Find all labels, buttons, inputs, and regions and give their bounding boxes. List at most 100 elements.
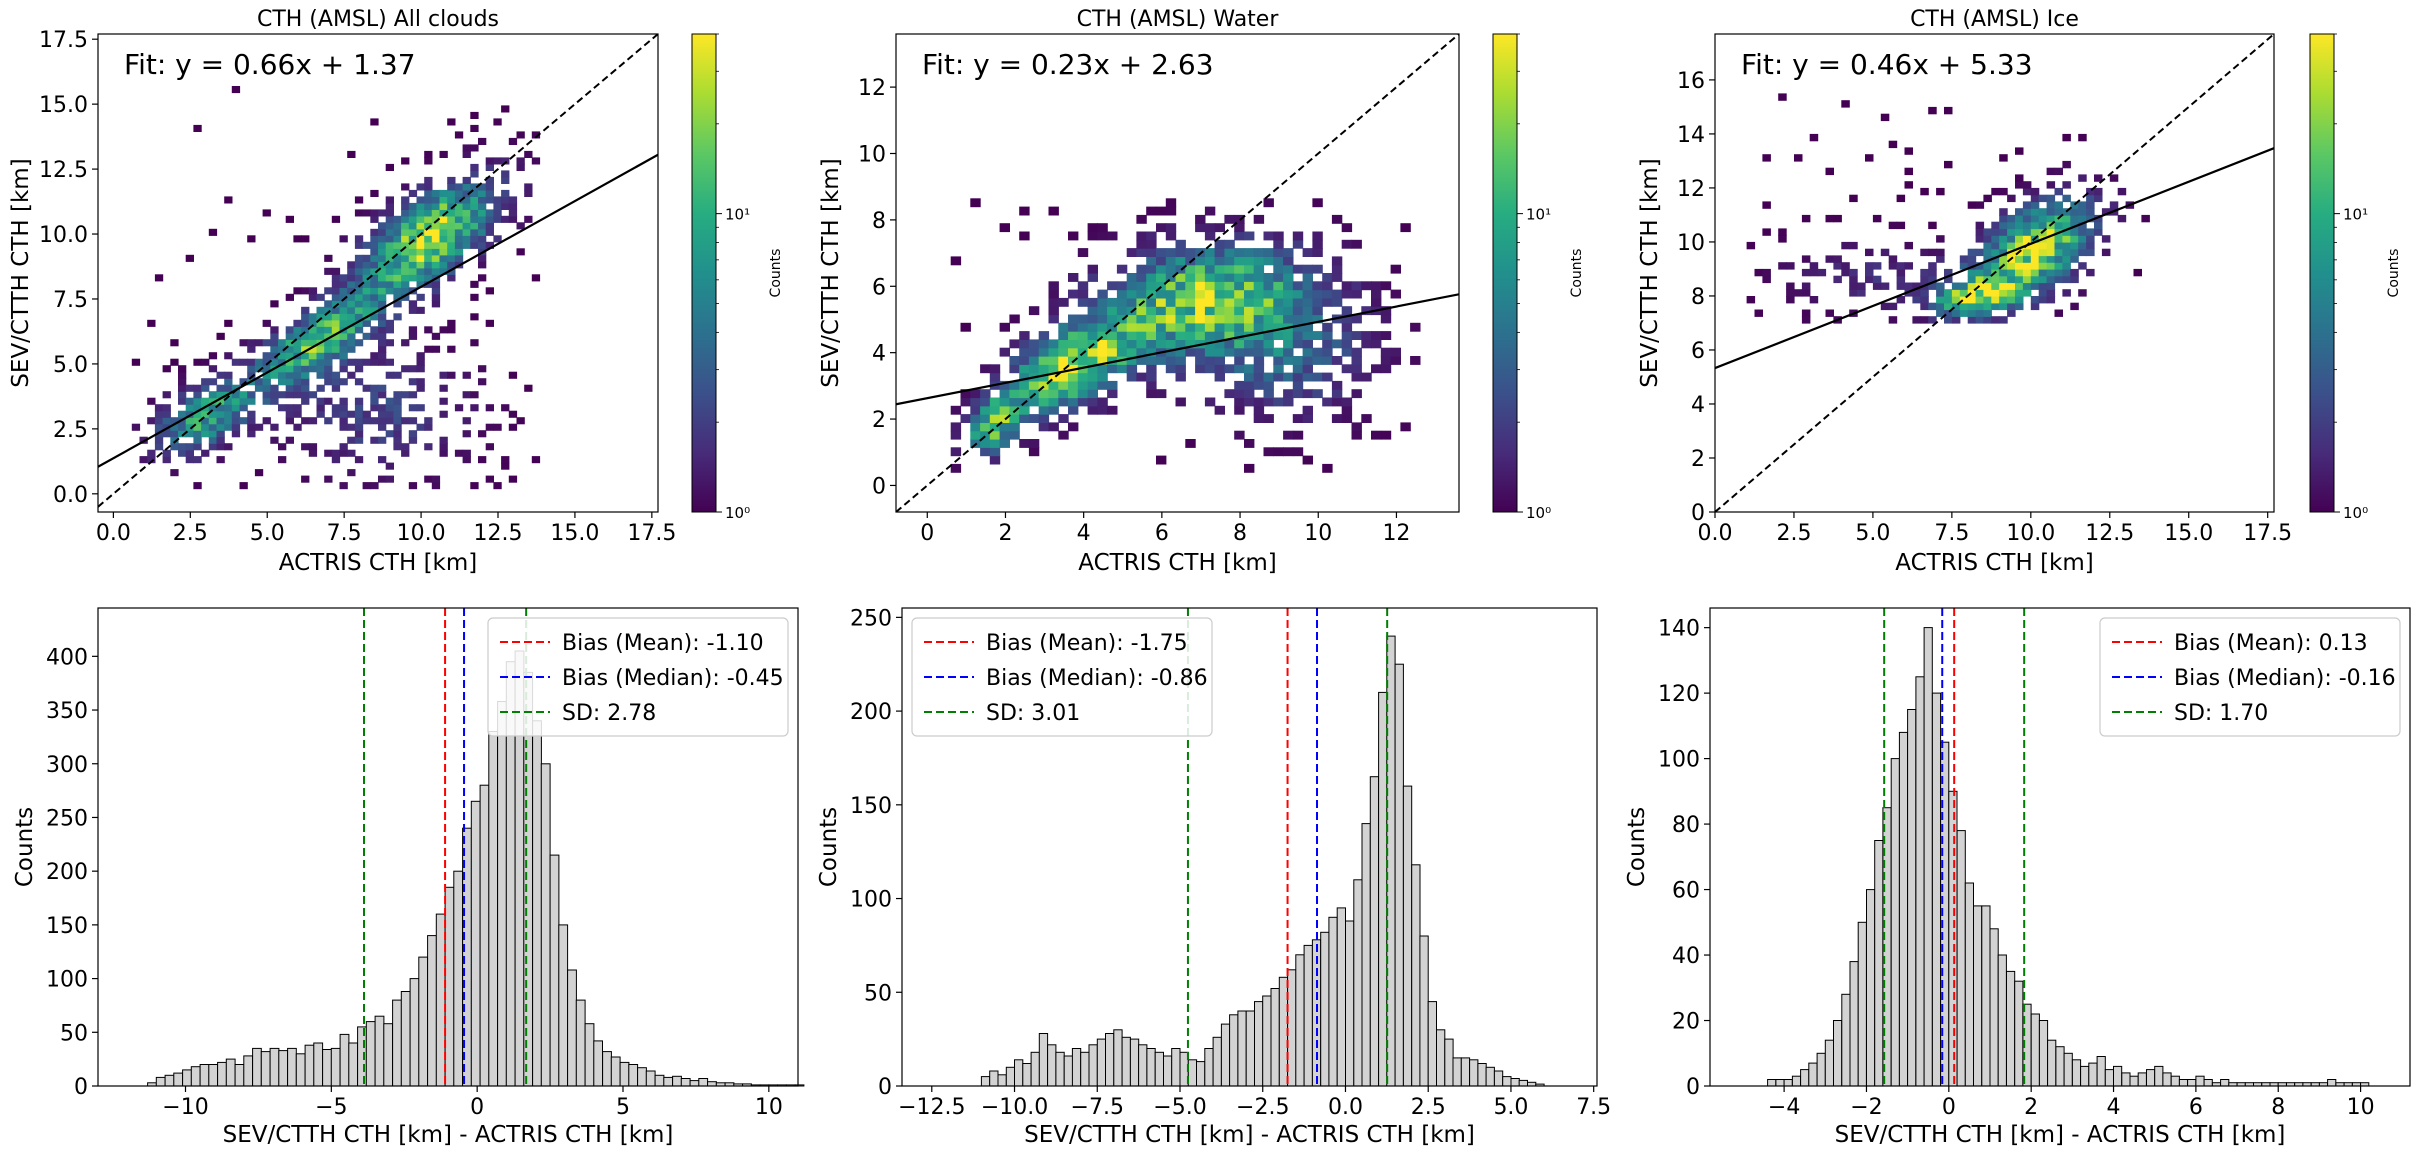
- histogram-bar: [2055, 1046, 2065, 1087]
- density-cell: [1107, 380, 1118, 390]
- density-cell: [1107, 364, 1118, 374]
- density-cell: [1214, 256, 1225, 266]
- density-cell: [1273, 447, 1284, 457]
- density-cell: [1214, 405, 1225, 415]
- density-cell: [1146, 314, 1157, 324]
- density-cell: [1234, 289, 1245, 299]
- density-cell: [1273, 273, 1284, 282]
- density-cell: [424, 261, 433, 269]
- density-cell: [239, 391, 248, 399]
- density-cell: [999, 380, 1010, 390]
- density-cell: [1116, 322, 1128, 332]
- density-cell: [1185, 439, 1196, 448]
- density-cell: [1302, 281, 1313, 291]
- density-cell: [1146, 264, 1157, 274]
- histogram-bar: [1328, 916, 1338, 1087]
- density-cell: [2046, 289, 2056, 297]
- density-cell: [439, 248, 448, 256]
- y-tick-label: 17.5: [39, 28, 88, 53]
- histogram-bar: [1485, 1066, 1495, 1087]
- density-cell: [1195, 273, 1206, 282]
- density-cell: [131, 358, 141, 366]
- density-cell: [285, 365, 294, 373]
- density-cell: [1175, 281, 1186, 291]
- density-cell: [316, 345, 325, 353]
- heatmap-panel-1: 0.0 2.5 5.0 7.5 10.0 12.5 15.0 17.50.02.55.07.5…: [8, 7, 784, 576]
- density-cell: [354, 241, 364, 249]
- density-cell: [316, 384, 325, 392]
- density-cell: [1746, 296, 1756, 304]
- histogram-bar: [1005, 1066, 1016, 1087]
- density-cell: [239, 339, 248, 347]
- density-cell: [1312, 372, 1323, 382]
- density-cell: [470, 202, 479, 210]
- density-cell: [1936, 296, 1945, 304]
- density-cell: [362, 254, 371, 262]
- density-cell: [999, 422, 1010, 432]
- density-cell: [2030, 262, 2040, 270]
- density-cell: [416, 254, 425, 262]
- density-cell: [2015, 275, 2024, 284]
- density-cell: [1322, 356, 1333, 365]
- density-cell: [1273, 256, 1284, 266]
- density-cell: [1146, 372, 1157, 382]
- density-cell: [493, 118, 502, 126]
- density-cell: [1146, 206, 1157, 216]
- density-cell: [254, 384, 264, 392]
- density-cell: [1817, 268, 1827, 277]
- density-cell: [1912, 282, 1921, 290]
- density-cell: [1019, 414, 1030, 423]
- density-cell: [1341, 364, 1353, 374]
- density-cell: [1195, 347, 1206, 357]
- density-cell: [950, 405, 962, 415]
- density-cell: [2046, 194, 2056, 203]
- density-cell: [1244, 248, 1255, 257]
- density-cell: [1253, 414, 1265, 423]
- density-cell: [1068, 389, 1079, 399]
- density-cell: [2078, 235, 2087, 243]
- density-cell: [208, 417, 218, 425]
- density-cell: [1888, 262, 1898, 270]
- density-cell: [1146, 364, 1157, 374]
- density-cell: [1292, 414, 1304, 423]
- density-cell: [1273, 356, 1284, 365]
- density-cell: [2054, 268, 2063, 277]
- density-cell: [1967, 248, 1977, 257]
- density-cell: [416, 222, 425, 230]
- density-cell: [1048, 356, 1059, 365]
- density-cell: [385, 228, 394, 236]
- y-tick-label: 6: [1691, 339, 1705, 364]
- density-cell: [1204, 314, 1216, 324]
- density-cell: [1928, 316, 1937, 324]
- density-cell: [178, 430, 187, 438]
- density-cell: [1754, 309, 1763, 317]
- density-cell: [478, 196, 487, 204]
- density-cell: [1224, 364, 1235, 374]
- density-cell: [316, 306, 325, 314]
- density-cell: [378, 423, 387, 431]
- density-cell: [2070, 241, 2079, 250]
- density-cell: [424, 326, 433, 334]
- density-cell: [378, 352, 387, 360]
- density-cell: [316, 397, 325, 405]
- density-cell: [1361, 331, 1372, 340]
- density-cell: [485, 157, 494, 165]
- density-cell: [216, 436, 225, 444]
- density-cell: [1077, 397, 1089, 407]
- density-cell: [1322, 372, 1333, 382]
- density-cell: [485, 423, 494, 431]
- density-cell: [1058, 356, 1069, 365]
- density-cell: [324, 313, 333, 321]
- density-cell: [1214, 273, 1225, 282]
- density-cell: [308, 443, 318, 451]
- density-cell: [370, 287, 379, 295]
- density-cell: [1038, 397, 1050, 407]
- histogram-bar: [663, 1076, 674, 1087]
- density-cell: [1136, 356, 1147, 365]
- plot-frame: [97, 607, 799, 1087]
- density-cell: [1912, 289, 1921, 297]
- density-cell: [431, 293, 441, 301]
- density-cell: [1361, 339, 1372, 349]
- histogram-bar: [173, 1072, 184, 1087]
